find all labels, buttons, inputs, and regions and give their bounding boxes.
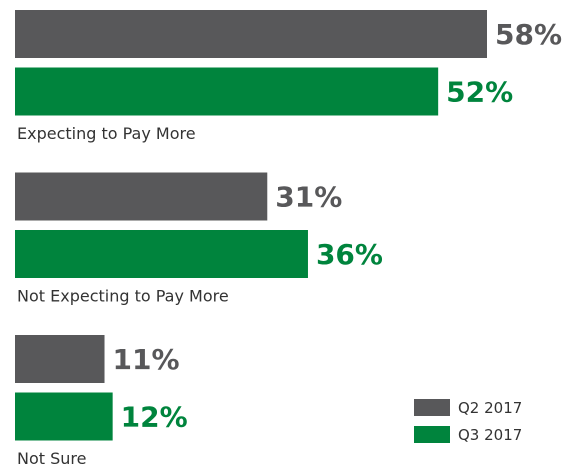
bar [15, 335, 105, 383]
value-label: 58% [495, 18, 562, 51]
legend-label: Q2 2017 [458, 399, 522, 417]
legend-swatch [414, 399, 450, 416]
bar [15, 10, 487, 58]
value-label: 11% [113, 343, 180, 376]
category-label: Not Sure [17, 449, 86, 468]
legend-label: Q3 2017 [458, 426, 522, 444]
value-label: 31% [275, 181, 342, 214]
legend-swatch [414, 426, 450, 443]
bar [15, 67, 439, 116]
category-label: Not Expecting to Pay More [17, 287, 229, 306]
value-label: 52% [446, 76, 513, 109]
bar [15, 230, 308, 278]
category-label: Expecting to Pay More [17, 124, 196, 143]
value-label: 36% [316, 238, 383, 271]
bar [15, 392, 113, 441]
value-label: 12% [121, 401, 188, 434]
bar [15, 172, 268, 221]
